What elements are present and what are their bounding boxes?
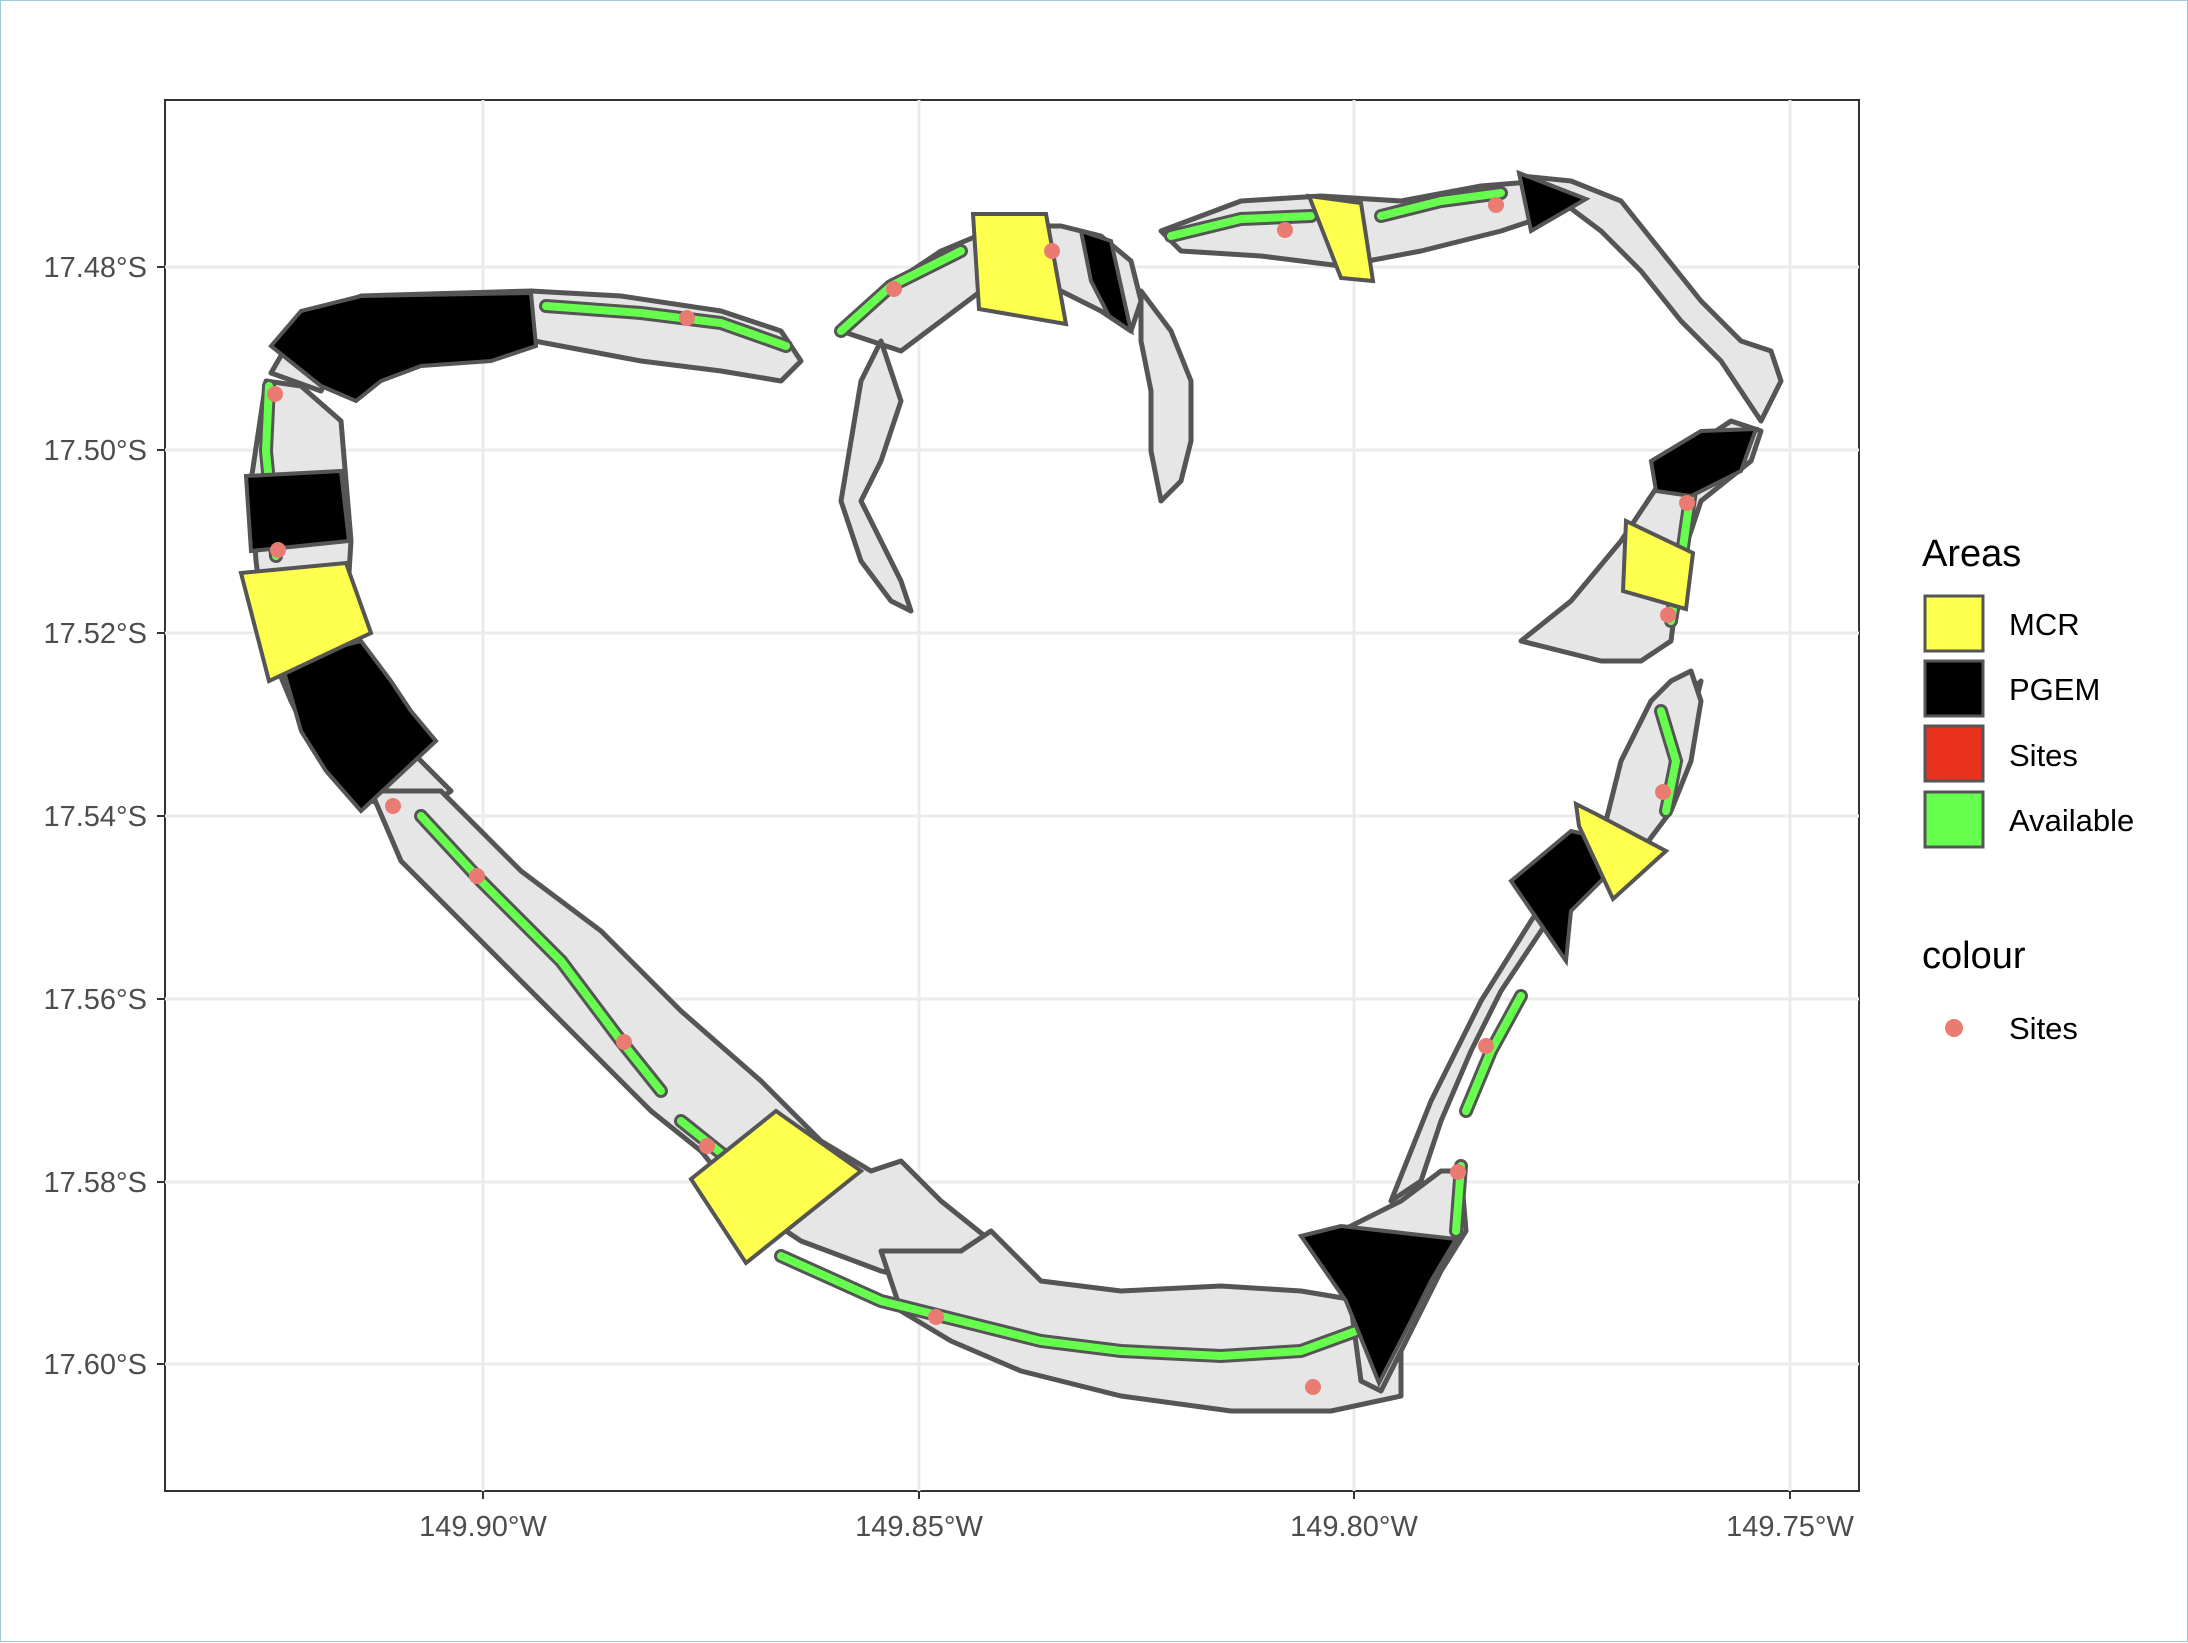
pgem-north-center [1078, 228, 1135, 336]
y-tick-label: 17.56°S [43, 984, 147, 1016]
mcr-north-west [238, 560, 374, 684]
legend-label-sites: Sites [2009, 738, 2078, 773]
site-point [1679, 495, 1695, 511]
y-tick-label: 17.50°S [43, 435, 147, 467]
site-point [1277, 222, 1293, 238]
legend-key-sites-point [1945, 1019, 1963, 1037]
x-tick-label: 149.90°W [419, 1511, 547, 1543]
y-tick-label: 17.48°S [43, 252, 147, 284]
legend-title-areas: Areas [1922, 533, 2021, 575]
site-point [270, 542, 286, 558]
y-tick-label: 17.54°S [43, 801, 147, 833]
y-tick-label: 17.52°S [43, 618, 147, 650]
mcr-north [1305, 193, 1376, 284]
y-tick-label: 17.60°S [43, 1349, 147, 1381]
mcr-south-west [688, 1108, 865, 1266]
reef-east-mid [1598, 668, 1704, 854]
legend-title-colour: colour [1922, 935, 2026, 977]
legend-label-available: Available [2009, 803, 2134, 838]
site-point [1655, 784, 1671, 800]
legend-label-sites-point: Sites [2009, 1011, 2078, 1046]
y-tick-label: 17.58°S [43, 1167, 147, 1199]
legend-key-pgem [1923, 659, 1985, 718]
pgem-north-east [1648, 426, 1759, 499]
pgem-west-lower [278, 638, 439, 814]
reef-north-east-rim [1518, 173, 1784, 424]
site-point [699, 1138, 715, 1154]
site-point [1660, 607, 1676, 623]
site-points [267, 197, 1695, 1395]
site-point [1450, 1164, 1466, 1180]
x-tick-label: 149.80°W [1290, 1511, 1418, 1543]
legend-key-mcr [1923, 594, 1985, 653]
site-point [679, 310, 695, 326]
legend-key-sites [1923, 724, 1985, 783]
site-point [1305, 1379, 1321, 1395]
x-axis: 149.90°W 149.85°W 149.80°W 149.75°W [419, 1491, 1854, 1543]
y-axis: 17.48°S 17.50°S 17.52°S 17.54°S 17.56°S … [43, 252, 165, 1381]
mcr-east [1573, 800, 1670, 903]
site-point [469, 868, 485, 884]
mcr-north-center [970, 212, 1069, 327]
pgem-west-upper [243, 468, 352, 554]
site-point [616, 1034, 632, 1050]
pgem-north-west [268, 290, 539, 404]
x-tick-label: 149.75°W [1726, 1511, 1854, 1543]
legend-label-pgem: PGEM [2009, 672, 2100, 707]
site-point [886, 281, 902, 297]
site-point [1478, 1038, 1494, 1054]
pgem-north-east-tip [1516, 169, 1591, 235]
mcr-east-upper [1620, 517, 1696, 612]
site-point [1044, 243, 1060, 259]
legend-label-mcr: MCR [2009, 607, 2080, 642]
site-point [267, 386, 283, 402]
mcr-areas [238, 193, 1696, 1266]
x-tick-label: 149.85°W [855, 1511, 983, 1543]
site-point [385, 798, 401, 814]
reef-spur-north [1138, 288, 1194, 504]
pgem-south-east [1297, 1223, 1460, 1388]
reef-spur-center [838, 338, 914, 614]
legend-key-available [1923, 790, 1985, 849]
legend: Areas MCR PGEM Sites Available colour Si… [1922, 533, 2134, 1046]
site-point [1488, 197, 1504, 213]
site-point [928, 1309, 944, 1325]
